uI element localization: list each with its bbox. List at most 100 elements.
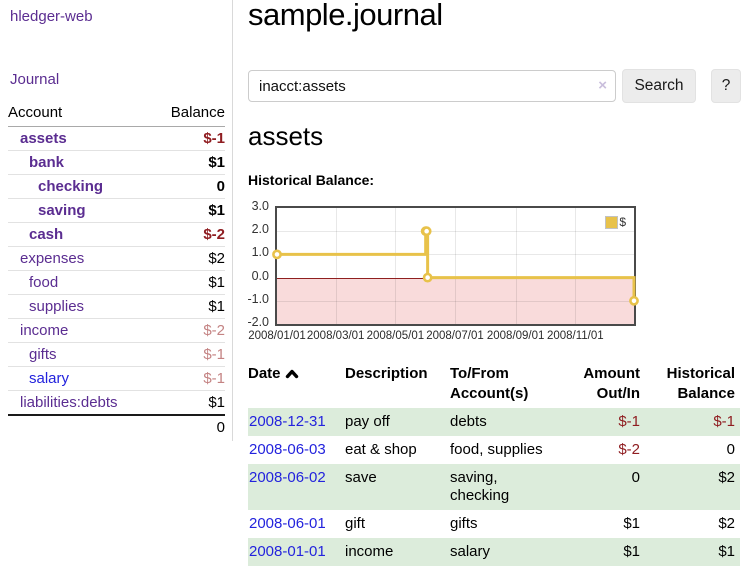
v-gridline — [515, 208, 517, 324]
sort-ascending-icon — [285, 365, 299, 385]
transaction-amount: $-1 — [618, 413, 640, 430]
x-tick-label: 2008/01/01 — [248, 330, 306, 342]
y-tick-label: 3.0 — [251, 199, 269, 213]
chart-legend: $ — [605, 215, 626, 229]
account-balance: $1 — [160, 270, 225, 295]
register-header-accounts: To/From Account(s) — [450, 365, 529, 402]
y-tick-label: -2.0 — [247, 315, 269, 329]
transaction-date-link[interactable]: 2008-06-02 — [249, 469, 326, 486]
account-link-supplies[interactable]: supplies — [29, 298, 85, 315]
x-tick-label: 2008/03/01 — [306, 330, 365, 342]
search-input[interactable] — [248, 70, 616, 102]
account-link-bank[interactable]: bank — [29, 154, 65, 171]
negative-region — [277, 277, 634, 324]
register-row: 2008-06-02 save saving, checking 0 $2 — [248, 464, 740, 510]
account-row: income $-2 — [8, 318, 225, 343]
transaction-balance: $-1 — [713, 413, 735, 430]
transaction-amount: $1 — [623, 543, 640, 560]
account-balance: $1 — [160, 294, 225, 319]
h-gridline — [277, 231, 634, 233]
transaction-amount: $1 — [623, 515, 640, 532]
register-row: 2008-06-03 eat & shop food, supplies $-2 0 — [248, 436, 740, 464]
v-gridline — [455, 208, 456, 324]
register-header-row: Date Description To/From Account(s) Amou… — [248, 362, 740, 408]
x-tick-label: 2008/11/01 — [546, 330, 604, 342]
register-row: 2008-06-01 gift gifts $1 $2 — [248, 510, 740, 538]
account-link-salary[interactable]: salary — [29, 370, 70, 387]
chart-plot-area: $ — [272, 206, 639, 326]
accounts-total-spacer — [8, 414, 160, 439]
accounts-table: Account Balance assets $-1 bank $1 checking 0… — [8, 100, 225, 439]
account-link-checking[interactable]: checking — [38, 178, 104, 195]
balance-series-line — [272, 226, 639, 306]
account-row: gifts $-1 — [8, 342, 225, 367]
register-row: 2008-12-31 pay off debts $-1 $-1 — [248, 408, 740, 436]
transaction-accounts: food, supplies — [450, 441, 543, 458]
transaction-date-link[interactable]: 2008-12-31 — [249, 413, 326, 430]
account-link-assets[interactable]: assets — [20, 130, 67, 147]
page-title: sample.journal — [248, 0, 443, 32]
v-gridline — [395, 208, 397, 324]
account-balance: $2 — [160, 246, 225, 271]
chart-title: Historical Balance: — [248, 172, 375, 188]
legend-swatch-icon — [605, 215, 619, 229]
register-header-balance: Historical Balance — [666, 365, 735, 402]
account-link-saving[interactable]: saving — [38, 202, 86, 219]
app-title-link[interactable]: hledger-web — [10, 8, 93, 25]
account-link-food[interactable]: food — [29, 274, 59, 291]
balance-chart: $ 3.0 2.0 1.0 0.0 -1.0 -2.0 2008/01/01 2008/03… — [207, 200, 742, 345]
transaction-description: save — [345, 469, 377, 486]
transaction-balance: $2 — [718, 469, 735, 486]
account-balance: $1 — [160, 198, 225, 223]
transaction-date-link[interactable]: 2008-06-01 — [249, 515, 326, 532]
account-link-cash[interactable]: cash — [29, 226, 64, 243]
transaction-balance: 0 — [726, 441, 735, 458]
transaction-description: income — [345, 543, 394, 560]
accounts-header-row: Account Balance — [8, 100, 225, 127]
transaction-amount: 0 — [631, 469, 640, 486]
transaction-balance: $1 — [718, 543, 735, 560]
account-link-liabilities-debts[interactable]: liabilities:debts — [20, 394, 118, 411]
account-row: supplies $1 — [8, 294, 225, 319]
clear-search-icon[interactable]: × — [598, 77, 607, 94]
register-header-date[interactable]: Date — [248, 362, 345, 408]
help-button[interactable]: ? — [711, 69, 741, 103]
account-row: cash $-2 — [8, 222, 225, 247]
account-heading: assets — [248, 121, 324, 151]
account-row: saving $1 — [8, 198, 225, 223]
x-tick-label: 2008/05/01 — [366, 330, 425, 342]
h-gridline — [277, 300, 634, 302]
search-form: × — [248, 70, 616, 102]
account-link-income[interactable]: income — [20, 322, 69, 339]
account-balance: $-2 — [160, 318, 225, 343]
register-table: Date Description To/From Account(s) Amou… — [248, 362, 740, 566]
account-balance: $-1 — [203, 130, 225, 147]
y-tick-label: 1.0 — [251, 245, 269, 260]
transaction-date-link[interactable]: 2008-01-01 — [249, 543, 326, 560]
account-balance: 0 — [160, 174, 225, 199]
y-tick-label: -1.0 — [247, 291, 269, 306]
x-tick-label: 2008/07/01 — [426, 330, 484, 342]
sidebar-item-journal[interactable]: Journal — [10, 71, 60, 88]
legend-label: $ — [619, 215, 626, 229]
transaction-date-link[interactable]: 2008-06-03 — [249, 441, 326, 458]
transaction-accounts: gifts — [450, 515, 478, 532]
register-row: 2008-01-01 income salary $1 $1 — [248, 538, 740, 566]
search-button[interactable]: Search — [622, 69, 696, 103]
account-balance: $-1 — [160, 342, 225, 367]
accounts-total-row: 0 — [8, 414, 225, 439]
account-link-expenses[interactable]: expenses — [20, 250, 85, 267]
accounts-header-account: Account — [8, 100, 160, 127]
account-balance: $-2 — [160, 222, 225, 247]
transaction-description: eat & shop — [345, 441, 417, 458]
account-link-gifts[interactable]: gifts — [29, 346, 57, 363]
account-row: food $1 — [8, 270, 225, 295]
data-point-marker — [422, 272, 433, 283]
transaction-accounts: debts — [450, 413, 487, 430]
transaction-description: pay off — [345, 413, 390, 430]
account-row: assets $-1 — [8, 127, 225, 151]
account-balance: $1 — [160, 150, 225, 175]
v-gridline — [335, 208, 337, 324]
account-row: expenses $2 — [8, 246, 225, 271]
data-point-marker — [421, 226, 432, 237]
